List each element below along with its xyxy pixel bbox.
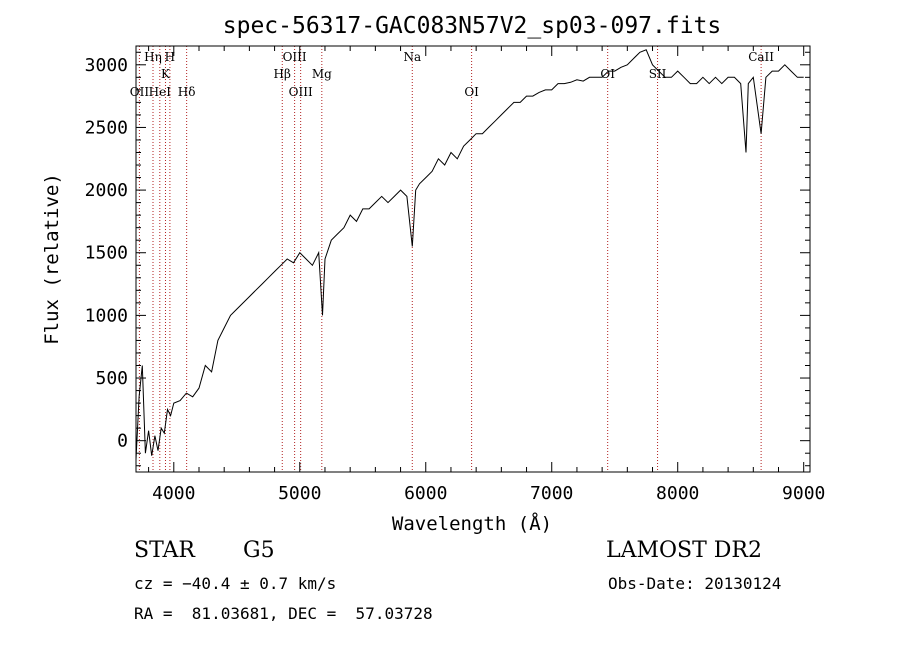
object-class: STAR bbox=[134, 538, 195, 563]
y-tick-label: 1500 bbox=[85, 243, 128, 264]
spectral-line-label: Hη bbox=[144, 50, 162, 64]
spectral-line-label: Hβ bbox=[274, 67, 291, 81]
spectral-line-label: H bbox=[165, 50, 175, 64]
spectral-line-label: K bbox=[161, 67, 171, 81]
x-axis: 4000 5000 6000 7000 8000 9000 bbox=[148, 46, 825, 504]
redshift-value: cz = −40.4 ± 0.7 km/s bbox=[134, 574, 337, 593]
chart-title: spec-56317-GAC083N57V2_sp03-097.fits bbox=[223, 13, 722, 39]
observation-date: Obs-Date: 20130124 bbox=[608, 574, 782, 593]
object-subclass: G5 bbox=[243, 538, 275, 563]
y-axis: 0 500 1000 1500 2000 2500 3000 bbox=[85, 51, 810, 467]
spectral-line-label: Na bbox=[403, 50, 421, 64]
spectral-line-label: SII bbox=[649, 67, 667, 81]
spectral-line-label: CaII bbox=[748, 50, 774, 64]
x-tick-label: 6000 bbox=[404, 483, 447, 504]
x-tick-label: 8000 bbox=[656, 483, 699, 504]
y-tick-label: 500 bbox=[95, 368, 128, 389]
spectral-line-label: OI bbox=[600, 67, 615, 81]
plot-frame bbox=[135, 45, 811, 473]
spectral-line-label: OII bbox=[130, 85, 150, 99]
y-tick-label: 2500 bbox=[85, 117, 128, 138]
y-axis-label: Flux (relative) bbox=[41, 173, 63, 345]
x-axis-label: Wavelength (Å) bbox=[392, 512, 552, 535]
y-tick-label: 1000 bbox=[85, 305, 128, 326]
x-tick-label: 5000 bbox=[278, 483, 321, 504]
x-tick-label: 7000 bbox=[530, 483, 573, 504]
spectral-line-label: Mg bbox=[312, 67, 332, 81]
coordinates: RA = 81.03681, DEC = 57.03728 bbox=[134, 604, 433, 623]
y-tick-label: 2000 bbox=[85, 180, 128, 201]
spectral-line-label: HeI bbox=[149, 85, 172, 99]
spectral-line-labels: OII Hη HeI KH Hδ Hβ OIII OIII Mg Na OI OI SII CaII bbox=[130, 50, 775, 99]
spectral-line-label: OIII bbox=[283, 50, 307, 64]
survey-name: LAMOST DR2 bbox=[606, 538, 762, 563]
x-tick-label: 9000 bbox=[782, 483, 825, 504]
spectral-line-label: Hδ bbox=[178, 85, 196, 99]
spectral-line-markers bbox=[138, 46, 762, 472]
y-tick-label: 3000 bbox=[85, 55, 128, 76]
x-tick-label: 4000 bbox=[152, 483, 195, 504]
spectral-line-label: OIII bbox=[289, 85, 313, 99]
y-tick-label: 0 bbox=[117, 431, 128, 452]
spectrum-series-line bbox=[135, 49, 804, 460]
spectral-line-label: OI bbox=[464, 85, 479, 99]
